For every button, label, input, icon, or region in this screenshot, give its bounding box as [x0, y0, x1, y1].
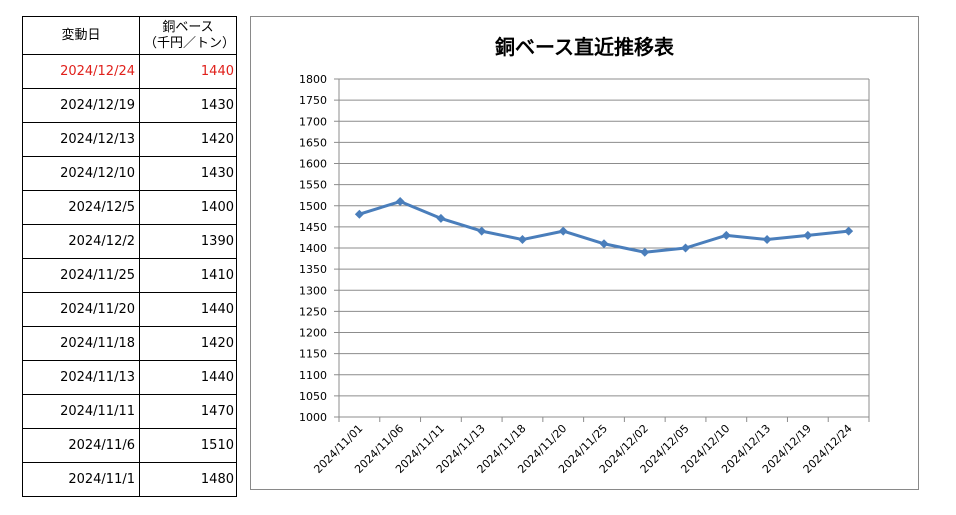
price-table: 変動日 銅ベース （千円／トン） 2024/12/24 1440 2024/12/1… [22, 16, 237, 497]
y-tick-label: 1450 [299, 221, 327, 234]
row-price: 1440 [139, 360, 237, 395]
header-price: 銅ベース （千円／トン） [139, 16, 237, 55]
table-row: 2024/12/13 1420 [22, 122, 237, 157]
table-row: 2024/11/25 1410 [22, 258, 237, 293]
row-price: 1510 [139, 428, 237, 463]
y-tick-label: 1050 [299, 390, 327, 403]
data-point [477, 226, 487, 236]
y-tick-label: 1700 [299, 115, 327, 128]
data-point [721, 230, 731, 240]
row-date: 2024/12/5 [22, 190, 140, 225]
data-point [354, 209, 364, 219]
row-price: 1410 [139, 258, 237, 293]
row-date: 2024/12/2 [22, 224, 140, 259]
data-point [436, 213, 446, 223]
table-header-row: 変動日 銅ベース （千円／トン） [22, 16, 237, 55]
y-tick-label: 1200 [299, 327, 327, 340]
row-date: 2024/11/18 [22, 326, 140, 361]
row-date: 2024/12/19 [22, 88, 140, 123]
data-point [517, 235, 527, 245]
data-point [599, 239, 609, 249]
row-price: 1420 [139, 326, 237, 361]
row-date: 2024/11/20 [22, 292, 140, 327]
y-tick-label: 1250 [299, 305, 327, 318]
price-table-body: 変動日 銅ベース （千円／トン） 2024/12/24 1440 2024/12/1… [22, 16, 237, 497]
table-row: 2024/11/6 1510 [22, 428, 237, 463]
y-tick-label: 1550 [299, 179, 327, 192]
y-tick-label: 1150 [299, 348, 327, 361]
row-date: 2024/12/24 [22, 54, 140, 89]
data-point [395, 197, 405, 207]
table-row: 2024/12/24 1440 [22, 54, 237, 89]
row-date: 2024/12/10 [22, 156, 140, 191]
y-tick-label: 1800 [299, 73, 327, 86]
table-row: 2024/12/2 1390 [22, 224, 237, 259]
data-point [640, 247, 650, 257]
data-point [558, 226, 568, 236]
row-price: 1430 [139, 156, 237, 191]
table-row: 2024/11/11 1470 [22, 394, 237, 429]
data-point [844, 226, 854, 236]
table-row: 2024/11/18 1420 [22, 326, 237, 361]
row-date: 2024/11/6 [22, 428, 140, 463]
row-date: 2024/11/13 [22, 360, 140, 395]
row-price: 1440 [139, 292, 237, 327]
y-tick-label: 1650 [299, 136, 327, 149]
data-point [762, 235, 772, 245]
y-tick-label: 1350 [299, 263, 327, 276]
data-point [681, 243, 691, 253]
y-tick-label: 1500 [299, 200, 327, 213]
row-price: 1470 [139, 394, 237, 429]
row-price: 1440 [139, 54, 237, 89]
row-price: 1420 [139, 122, 237, 157]
table-row: 2024/12/10 1430 [22, 156, 237, 191]
y-tick-label: 1600 [299, 158, 327, 171]
y-tick-label: 1750 [299, 94, 327, 107]
chart-panel: 銅ベース直近推移表 1000 1050 1100 1150 1200 1250 1300 13… [250, 16, 919, 490]
chart-title: 銅ベース直近推移表 [495, 35, 674, 59]
line-chart: 1000 1050 1100 1150 1200 1250 1300 1350 1400 1450… [299, 73, 870, 476]
row-price: 1400 [139, 190, 237, 225]
y-tick-label: 1000 [299, 411, 327, 424]
y-tick-label: 1300 [299, 284, 327, 297]
header-price-line2: （千円／トン） [144, 35, 236, 51]
data-point [803, 230, 813, 240]
table-row: 2024/12/19 1430 [22, 88, 237, 123]
table-row: 2024/11/1 1480 [22, 462, 237, 497]
row-date: 2024/11/25 [22, 258, 140, 293]
row-price: 1480 [139, 462, 237, 497]
row-date: 2024/11/11 [22, 394, 140, 429]
row-price: 1430 [139, 88, 237, 123]
row-date: 2024/12/13 [22, 122, 140, 157]
header-date: 変動日 [22, 16, 140, 55]
table-row: 2024/12/5 1400 [22, 190, 237, 225]
row-price: 1390 [139, 224, 237, 259]
header-price-line1: 銅ベース [162, 19, 214, 35]
y-tick-label: 1400 [299, 242, 327, 255]
row-date: 2024/11/1 [22, 462, 140, 497]
table-row: 2024/11/13 1440 [22, 360, 237, 395]
table-row: 2024/11/20 1440 [22, 292, 237, 327]
y-tick-label: 1100 [299, 369, 327, 382]
